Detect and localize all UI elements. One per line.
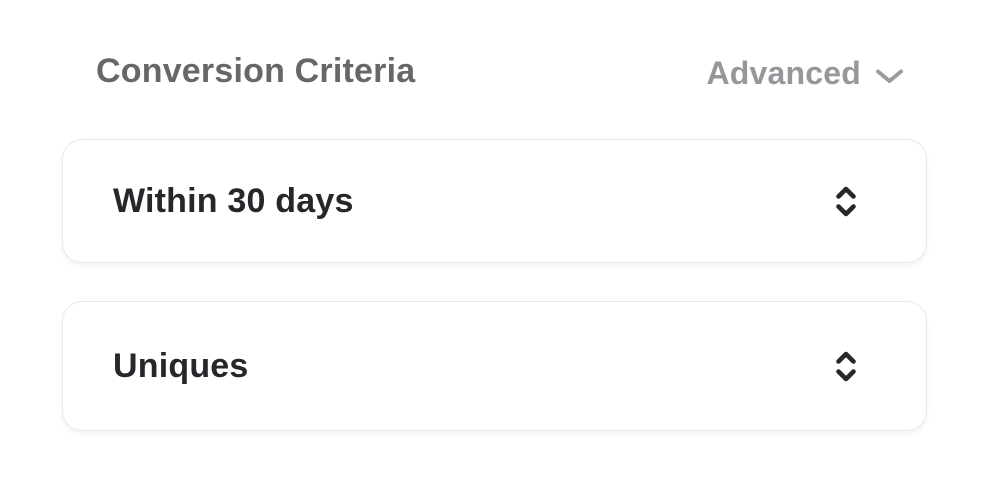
conversion-counting-value: Uniques [113,346,249,385]
chevron-down-icon [874,67,905,85]
conversion-window-value: Within 30 days [113,181,354,220]
advanced-toggle-label: Advanced [706,55,861,91]
advanced-toggle[interactable]: Advanced [706,55,905,92]
chevron-up-down-icon [835,186,857,217]
conversion-counting-select[interactable]: Uniques [62,301,927,431]
page-title: Conversion Criteria [96,52,416,90]
conversion-window-select[interactable]: Within 30 days [62,139,927,263]
chevron-up-down-icon [835,351,857,382]
